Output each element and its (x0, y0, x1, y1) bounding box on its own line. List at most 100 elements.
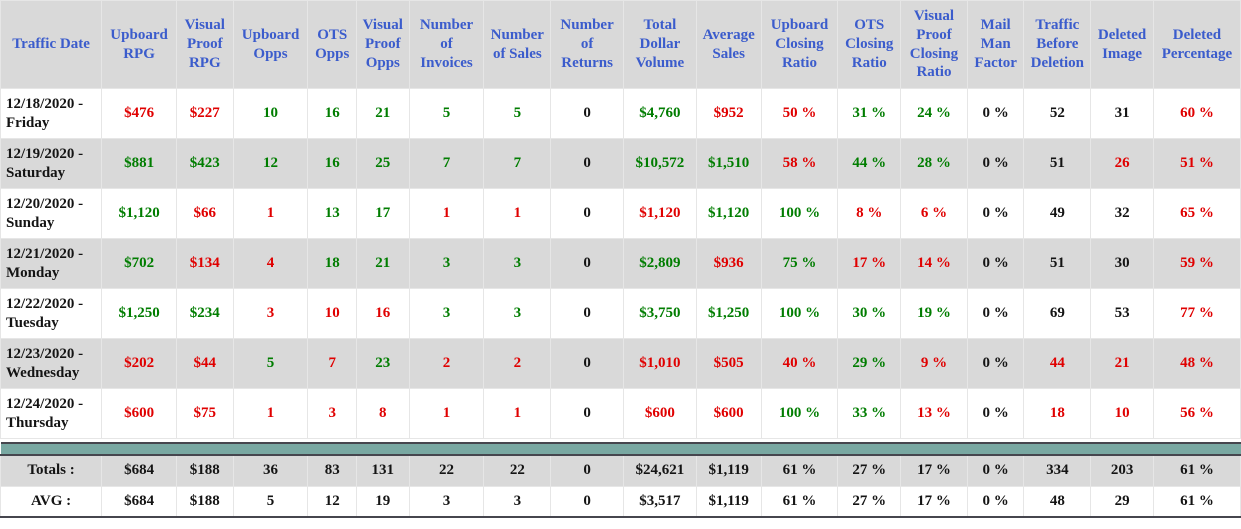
cell-number-of-invoices: 1 (408, 388, 485, 439)
cell-number-of-sales: 3 (483, 238, 552, 289)
cell-visual-proof-opps: 16 (356, 288, 410, 339)
column-header-deleted-image: Deleted Image (1090, 0, 1154, 89)
cell-ots-closing-ratio: 31 % (837, 88, 902, 139)
cell-traffic-before-deletion: 44 (1023, 338, 1092, 389)
cell-total-dollar-volume: $2,809 (623, 238, 697, 289)
cell-average-sales: $936 (695, 238, 762, 289)
table-row: 12/24/2020 - Thursday $600 $75 1 3 8 1 1 0 $600 $6… (0, 388, 1241, 439)
cell-visual-proof-opps: 21 (356, 88, 410, 139)
cell-number-of-returns: 0 (550, 486, 624, 517)
cell-number-of-returns: 0 (550, 88, 624, 139)
cell-mail-man-factor: 0 % (966, 338, 1025, 389)
cell-number-of-returns: 0 (550, 388, 624, 439)
cell-number-of-returns: 0 (550, 338, 624, 389)
cell-upboard-rpg: $702 (101, 238, 177, 289)
column-header-ots-opps: OTS Opps (307, 0, 357, 89)
cell-upboard-rpg: $202 (101, 338, 177, 389)
cell-traffic-date: 12/24/2020 - Thursday (0, 388, 103, 439)
cell-deleted-image: 26 (1090, 138, 1154, 189)
cell-number-of-invoices: 2 (408, 338, 485, 389)
cell-traffic-before-deletion: 48 (1023, 486, 1092, 517)
cell-ots-opps: 83 (307, 454, 357, 487)
cell-deleted-percentage: 59 % (1152, 238, 1241, 289)
cell-traffic-date: 12/22/2020 - Tuesday (0, 288, 103, 339)
cell-visual-proof-opps: 8 (356, 388, 410, 439)
cell-deleted-image: 203 (1090, 454, 1154, 487)
cell-deleted-percentage: 56 % (1152, 388, 1241, 439)
cell-upboard-rpg: $684 (101, 454, 177, 487)
cell-visual-proof-rpg: $44 (175, 338, 234, 389)
cell-total-dollar-volume: $4,760 (623, 88, 697, 139)
cell-upboard-opps: 4 (232, 238, 309, 289)
separator-bar (0, 441, 1241, 456)
cell-number-of-sales: 7 (483, 138, 552, 189)
cell-number-of-returns: 0 (550, 188, 624, 239)
cell-upboard-rpg: $684 (101, 486, 177, 517)
cell-deleted-percentage: 51 % (1152, 138, 1241, 189)
cell-number-of-sales: 2 (483, 338, 552, 389)
cell-number-of-invoices: 3 (408, 288, 485, 339)
cell-ots-closing-ratio: 27 % (837, 454, 902, 487)
column-header-upboard-rpg: Upboard RPG (101, 0, 177, 89)
cell-ots-closing-ratio: 17 % (837, 238, 902, 289)
column-header-number-of-invoices: Number of Invoices (408, 0, 485, 89)
cell-ots-closing-ratio: 27 % (837, 486, 902, 517)
cell-upboard-opps: 10 (232, 88, 309, 139)
traffic-report-table: Traffic Date Upboard RPG Visual Proof RPG U… (0, 0, 1241, 518)
traffic-sales-report: Traffic Date Upboard RPG Visual Proof RPG U… (0, 0, 1241, 518)
cell-deleted-image: 53 (1090, 288, 1154, 339)
cell-upboard-closing-ratio: 58 % (760, 138, 839, 189)
cell-traffic-before-deletion: 51 (1023, 138, 1092, 189)
cell-traffic-date: 12/21/2020 - Monday (0, 238, 103, 289)
cell-number-of-invoices: 22 (408, 454, 485, 487)
cell-upboard-rpg: $600 (101, 388, 177, 439)
spacer-row (0, 438, 1241, 443)
cell-ots-opps: 12 (307, 486, 357, 517)
cell-upboard-closing-ratio: 100 % (760, 388, 839, 439)
cell-upboard-opps: 36 (232, 454, 309, 487)
cell-deleted-image: 32 (1090, 188, 1154, 239)
cell-ots-opps: 18 (307, 238, 357, 289)
cell-number-of-returns: 0 (550, 238, 624, 289)
column-header-visual-proof-rpg: Visual Proof RPG (175, 0, 234, 89)
cell-visual-proof-closing-ratio: 19 % (900, 288, 968, 339)
cell-traffic-date: 12/18/2020 - Friday (0, 88, 103, 139)
cell-number-of-returns: 0 (550, 288, 624, 339)
cell-visual-proof-rpg: $234 (175, 288, 234, 339)
column-header-average-sales: Average Sales (695, 0, 762, 89)
cell-upboard-closing-ratio: 61 % (760, 454, 839, 487)
cell-upboard-closing-ratio: 50 % (760, 88, 839, 139)
avg-label: AVG : (0, 486, 103, 517)
table-row: 12/22/2020 - Tuesday $1,250 $234 3 10 16 3 3 0 $3… (0, 288, 1241, 339)
cell-visual-proof-closing-ratio: 24 % (900, 88, 968, 139)
cell-mail-man-factor: 0 % (966, 188, 1025, 239)
cell-deleted-percentage: 65 % (1152, 188, 1241, 239)
cell-total-dollar-volume: $24,621 (623, 454, 697, 487)
column-header-number-of-returns: Number of Returns (550, 0, 624, 89)
cell-average-sales: $1,119 (695, 454, 762, 487)
cell-total-dollar-volume: $3,750 (623, 288, 697, 339)
cell-mail-man-factor: 0 % (966, 88, 1025, 139)
cell-traffic-before-deletion: 49 (1023, 188, 1092, 239)
cell-upboard-closing-ratio: 40 % (760, 338, 839, 389)
cell-upboard-rpg: $1,120 (101, 188, 177, 239)
cell-total-dollar-volume: $3,517 (623, 486, 697, 517)
cell-upboard-opps: 1 (232, 188, 309, 239)
header-row: Traffic Date Upboard RPG Visual Proof RPG U… (0, 0, 1241, 89)
cell-visual-proof-opps: 23 (356, 338, 410, 389)
cell-average-sales: $1,250 (695, 288, 762, 339)
cell-visual-proof-closing-ratio: 17 % (900, 486, 968, 517)
totals-label: Totals : (0, 454, 103, 487)
cell-visual-proof-rpg: $227 (175, 88, 234, 139)
table-row: 12/20/2020 - Sunday $1,120 $66 1 13 17 1 1 0 $1,1… (0, 188, 1241, 239)
cell-average-sales: $505 (695, 338, 762, 389)
cell-traffic-date: 12/23/2020 - Wednesday (0, 338, 103, 389)
cell-upboard-opps: 5 (232, 486, 309, 517)
cell-visual-proof-closing-ratio: 28 % (900, 138, 968, 189)
column-header-total-dollar-volume: Total Dollar Volume (623, 0, 697, 89)
cell-average-sales: $1,510 (695, 138, 762, 189)
cell-deleted-percentage: 60 % (1152, 88, 1241, 139)
avg-row: AVG : $684 $188 5 12 19 3 3 0 $3,517 $1,119 61 % 27 … (0, 486, 1241, 517)
cell-deleted-image: 10 (1090, 388, 1154, 439)
cell-number-of-sales: 3 (483, 486, 552, 517)
